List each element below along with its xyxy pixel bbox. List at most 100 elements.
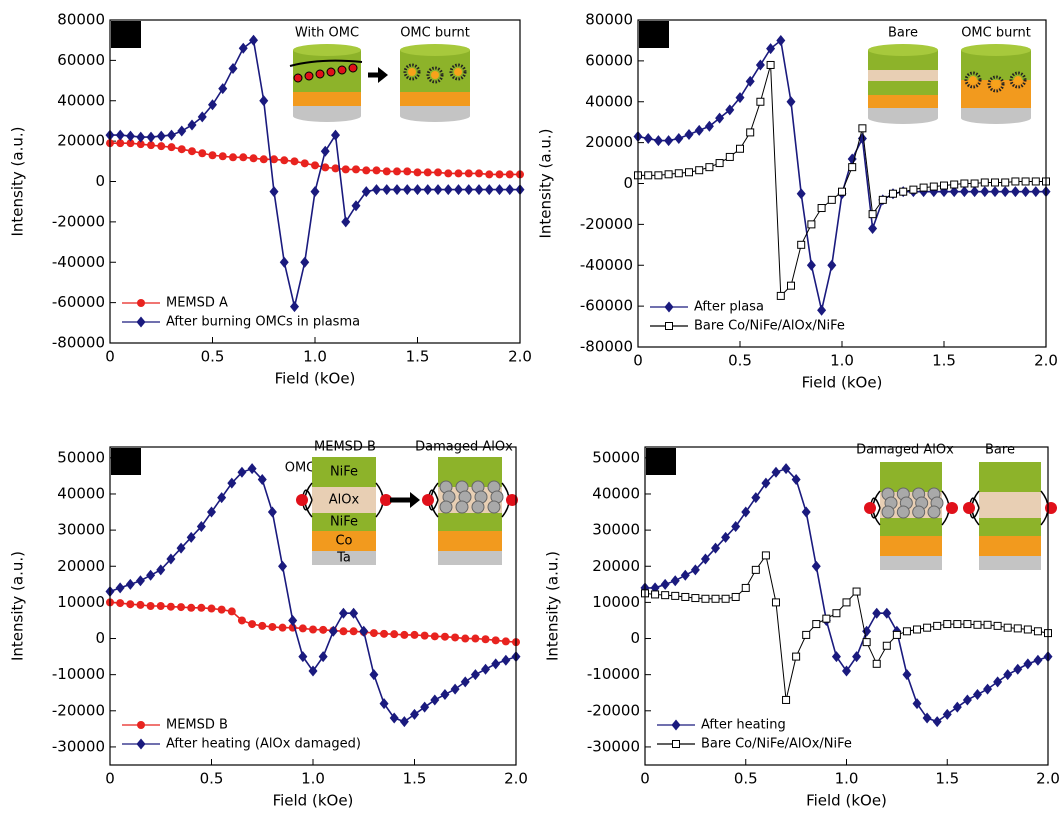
marker <box>136 140 145 149</box>
marker <box>481 635 490 644</box>
marker <box>932 716 942 728</box>
marker <box>811 560 821 572</box>
marker <box>125 578 135 590</box>
marker <box>741 506 751 518</box>
marker <box>661 591 670 600</box>
marker <box>380 629 389 638</box>
marker <box>817 304 827 316</box>
marker <box>993 621 1002 630</box>
marker <box>847 153 857 165</box>
marker <box>664 135 674 147</box>
annotation: Damaged AlOx <box>856 443 954 458</box>
marker <box>393 167 401 176</box>
y-tick-label: -60000 <box>52 293 105 311</box>
y-tick-label: 40000 <box>57 91 105 109</box>
layer <box>979 462 1041 492</box>
marker <box>983 683 993 695</box>
x-tick-label: 0 <box>640 770 650 788</box>
marker <box>433 184 443 196</box>
marker <box>298 651 308 663</box>
marker <box>116 139 125 148</box>
marker <box>259 95 269 107</box>
marker <box>791 474 801 486</box>
marker <box>831 651 841 663</box>
marker <box>991 178 999 187</box>
damaged-grain <box>471 500 485 514</box>
marker <box>146 131 156 143</box>
marker <box>126 600 135 609</box>
panel-label: c <box>121 451 131 473</box>
marker <box>310 186 320 198</box>
marker <box>238 42 248 54</box>
marker <box>177 125 187 137</box>
marker <box>812 620 821 629</box>
marker <box>268 622 277 631</box>
marker <box>187 119 197 131</box>
marker <box>413 184 422 196</box>
marker <box>842 598 851 607</box>
omc-dot <box>348 63 358 73</box>
marker <box>249 34 258 46</box>
marker <box>766 60 775 69</box>
marker <box>318 651 328 663</box>
x-tick-label: 1.5 <box>403 770 427 788</box>
marker <box>115 129 125 141</box>
layer <box>979 518 1041 536</box>
plot-frame <box>637 19 1047 348</box>
marker <box>402 184 412 196</box>
y-tick-label: 40000 <box>592 484 640 502</box>
marker <box>331 129 340 141</box>
marker <box>872 607 882 619</box>
y-tick-label: 0 <box>623 174 633 192</box>
marker <box>817 204 826 213</box>
marker <box>451 633 460 642</box>
y-tick-label: 20000 <box>57 557 105 575</box>
marker <box>156 602 165 610</box>
marker <box>258 621 267 630</box>
marker <box>471 634 480 643</box>
marker <box>902 627 911 636</box>
y-tick-label: 30000 <box>592 521 640 539</box>
nanoparticle <box>431 71 439 79</box>
omc-dot <box>380 494 392 506</box>
marker <box>389 712 399 724</box>
marker <box>660 578 670 590</box>
x-tick-label: 2.0 <box>1036 770 1060 788</box>
marker <box>651 590 660 599</box>
marker <box>776 34 786 46</box>
marker <box>715 112 725 124</box>
marker <box>711 594 720 603</box>
marker <box>933 621 942 630</box>
marker <box>912 698 922 710</box>
marker <box>186 531 196 543</box>
layer <box>868 81 938 95</box>
marker <box>249 154 258 163</box>
marker <box>413 168 422 177</box>
marker <box>852 651 862 663</box>
marker <box>771 598 780 607</box>
marker <box>269 186 279 198</box>
marker <box>776 291 785 300</box>
x-tick-label: 2.0 <box>508 348 532 366</box>
layer <box>438 551 502 565</box>
y-tick-label: 30000 <box>57 521 105 539</box>
x-tick-label: 0 <box>105 348 115 366</box>
marker <box>197 111 207 123</box>
marker <box>942 708 952 720</box>
legend-marker <box>136 738 146 750</box>
marker <box>362 166 371 175</box>
annotation: Bare <box>985 443 1015 458</box>
marker <box>711 542 721 554</box>
marker <box>278 560 288 572</box>
x-tick-label: 2.0 <box>1034 352 1058 370</box>
legend-marker <box>672 740 680 748</box>
marker <box>349 607 359 619</box>
marker <box>136 600 145 609</box>
marker <box>474 184 484 196</box>
marker <box>1021 177 1030 186</box>
marker <box>267 506 277 518</box>
y-axis-label: Intensity (a.u.) <box>9 127 27 237</box>
marker <box>430 632 439 641</box>
marker <box>461 634 470 643</box>
marker <box>919 183 928 192</box>
